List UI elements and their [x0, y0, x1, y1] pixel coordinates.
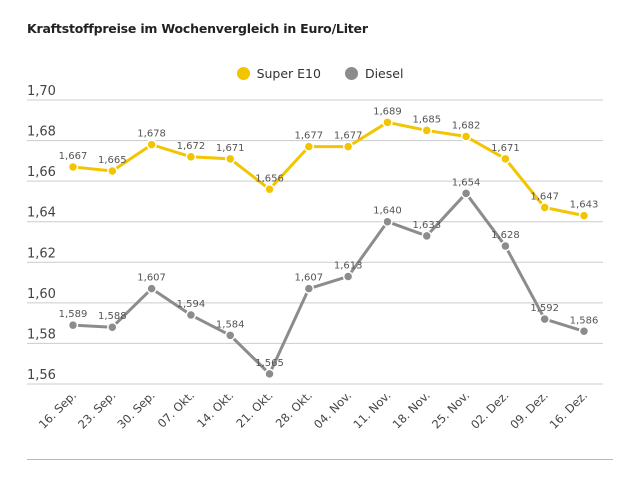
data-label-diesel: 1,589	[59, 309, 88, 320]
data-label-diesel: 1,607	[295, 273, 324, 284]
data-label-diesel: 1,628	[491, 230, 520, 241]
data-point-super-e10	[264, 184, 275, 195]
legend: Super E10 Diesel	[0, 66, 640, 83]
data-label-super-e10: 1,667	[59, 151, 88, 162]
data-label-diesel: 1,592	[530, 303, 559, 314]
x-tick-label: 30. Sep.	[114, 388, 157, 431]
data-label-super-e10: 1,647	[530, 192, 559, 203]
data-label-diesel: 1,613	[334, 260, 363, 271]
data-point-super-e10	[500, 153, 511, 165]
data-point-diesel	[185, 309, 197, 321]
data-label-diesel: 1,654	[452, 177, 481, 188]
y-tick-label: 1,58	[27, 327, 56, 342]
legend-item-super-e10: Super E10	[236, 66, 321, 81]
data-point-diesel	[146, 283, 157, 294]
legend-item-diesel: Diesel	[344, 66, 404, 81]
x-tick-label: 09. Dez.	[507, 388, 551, 432]
data-label-super-e10: 1,671	[491, 143, 520, 154]
x-tick-label: 02. Dez.	[468, 388, 512, 432]
data-point-diesel	[224, 330, 236, 341]
legend-marker-diesel	[344, 67, 358, 80]
data-point-diesel	[303, 283, 315, 294]
data-label-diesel: 1,584	[216, 319, 245, 330]
data-point-super-e10	[185, 151, 197, 163]
data-label-diesel: 1,586	[570, 315, 599, 326]
data-label-super-e10: 1,672	[177, 141, 206, 152]
series-line-diesel	[72, 191, 585, 376]
data-label-diesel: 1,588	[98, 311, 127, 322]
data-label-diesel: 1,565	[255, 358, 284, 369]
data-point-super-e10	[224, 153, 236, 165]
data-label-diesel: 1,640	[373, 206, 402, 217]
data-point-diesel	[107, 321, 118, 333]
data-label-super-e10: 1,677	[334, 131, 363, 142]
chart-title: Kraftstoffpreise im Wochenvergleich in E…	[27, 21, 368, 36]
data-point-diesel	[578, 326, 590, 337]
series-line-super-e10	[72, 120, 585, 218]
y-tick-label: 1,60	[27, 287, 56, 302]
x-tick-label: 18. Nov.	[390, 388, 433, 431]
data-point-super-e10	[421, 125, 433, 136]
legend-label-super-e10: Super E10	[256, 66, 321, 81]
data-point-super-e10	[342, 141, 354, 152]
data-label-diesel: 1,607	[137, 273, 166, 284]
data-point-super-e10	[107, 165, 118, 177]
data-point-super-e10	[67, 161, 79, 173]
data-label-super-e10: 1,685	[412, 114, 441, 125]
y-tick-label: 1,62	[27, 246, 56, 261]
data-point-super-e10	[303, 141, 315, 152]
data-point-super-e10	[460, 131, 472, 142]
data-point-super-e10	[539, 202, 550, 213]
data-label-super-e10: 1,678	[137, 129, 166, 140]
data-point-diesel	[500, 240, 511, 252]
data-point-diesel	[382, 216, 393, 227]
x-tick-label: 04. Nov.	[311, 388, 354, 431]
bottom-divider	[27, 459, 613, 460]
data-label-diesel: 1,594	[177, 299, 206, 310]
data-point-diesel	[342, 271, 354, 282]
data-point-diesel	[460, 188, 472, 199]
data-label-super-e10: 1,656	[255, 173, 284, 184]
x-tick-label: 23. Sep.	[75, 388, 118, 431]
data-point-super-e10	[382, 117, 393, 128]
data-label-super-e10: 1,682	[452, 121, 481, 132]
y-tick-label: 1,68	[27, 125, 56, 140]
data-label-super-e10: 1,689	[373, 106, 402, 117]
data-label-super-e10: 1,677	[295, 131, 324, 142]
x-tick-label: 16. Sep.	[36, 388, 79, 431]
data-point-diesel	[67, 319, 79, 331]
data-point-diesel	[264, 368, 275, 380]
x-tick-label: 28. Okt.	[273, 388, 315, 430]
data-point-super-e10	[578, 210, 590, 221]
y-tick-label: 1,66	[27, 165, 56, 180]
data-point-diesel	[539, 313, 550, 325]
x-tick-label: 14. Okt.	[194, 388, 236, 430]
x-tick-label: 07. Okt.	[155, 388, 197, 430]
y-tick-label: 1,70	[27, 84, 56, 99]
data-point-super-e10	[146, 139, 157, 150]
y-tick-label: 1,56	[27, 368, 56, 383]
x-tick-label: 21. Okt.	[233, 388, 275, 430]
data-label-super-e10: 1,643	[570, 200, 599, 211]
y-tick-label: 1,64	[27, 206, 56, 221]
x-tick-label: 16. Dez.	[547, 388, 591, 432]
x-tick-label: 11. Nov.	[350, 388, 393, 431]
data-label-super-e10: 1,671	[216, 143, 245, 154]
data-point-diesel	[421, 230, 433, 242]
x-tick-label: 25. Nov.	[429, 388, 472, 431]
data-label-diesel: 1,633	[412, 220, 441, 231]
legend-marker-super-e10	[236, 67, 250, 80]
legend-label-diesel: Diesel	[364, 66, 404, 81]
data-label-super-e10: 1,665	[98, 155, 127, 166]
